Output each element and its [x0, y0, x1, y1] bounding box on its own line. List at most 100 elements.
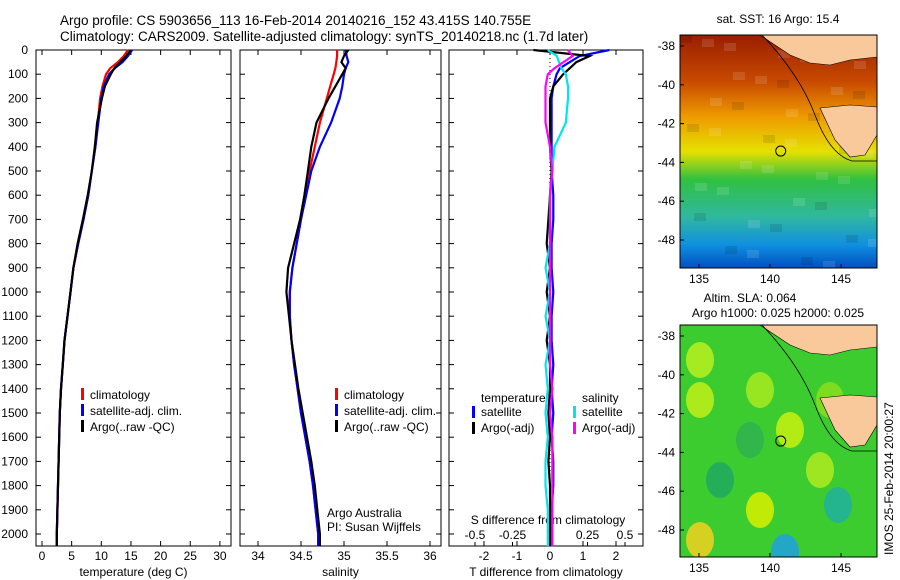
argo-float-marker — [775, 435, 787, 447]
sst-noise-cell — [763, 135, 775, 143]
y-tick-label: 1100 — [2, 309, 28, 323]
y-tick-label: 900 — [8, 261, 28, 275]
x-tick-label: 25 — [184, 549, 198, 563]
map-frame — [679, 34, 878, 269]
x-tick-label: 34.5 — [289, 549, 313, 563]
legend-swatch — [81, 420, 84, 432]
map-y-tick-label: -48 — [658, 233, 676, 247]
land-tasmania — [819, 394, 877, 448]
map-x-tick-label: 135 — [689, 561, 709, 575]
x-tick-label: 35.5 — [375, 549, 399, 563]
map-x-tick-label: 145 — [831, 561, 851, 575]
map-y-tick-label: -38 — [658, 39, 676, 53]
x2-tick-label: -0.5 — [465, 528, 486, 542]
sst-noise-cell — [801, 257, 813, 265]
map-y-tick-label: -42 — [658, 407, 676, 421]
x2-tick-label: -0.25 — [499, 528, 527, 542]
sst-noise-cell — [710, 98, 722, 106]
sst-noise-cell — [838, 176, 850, 184]
y-tick-label: 2000 — [1, 527, 28, 541]
y-tick-label: 1600 — [1, 430, 28, 444]
argo-float-marker — [775, 145, 787, 157]
sst-noise-cell — [876, 65, 877, 73]
sst-noise-cell — [680, 35, 692, 43]
y-tick-label: 1800 — [1, 479, 28, 493]
shelf-contour — [761, 325, 877, 452]
legend-label: satellite-adj. clim. — [90, 404, 182, 418]
map-x-tick-label: 145 — [831, 272, 851, 286]
legend-swatch — [472, 422, 475, 434]
legend-label: Argo(-adj) — [582, 421, 635, 435]
sst-noise-cell — [709, 128, 721, 136]
sst-noise-cell — [695, 183, 707, 191]
shelf-contour — [761, 35, 877, 162]
sla-anomaly-blob — [806, 452, 834, 488]
legend-swatch — [81, 404, 84, 416]
sla-anomaly-blob — [771, 534, 799, 557]
map-side-label: IMOS 25-Feb-2014 20:00:27 — [882, 402, 896, 555]
sst-noise-cell — [717, 187, 729, 195]
map-y-tick-label: -46 — [658, 484, 676, 498]
x-axis-label: temperature (deg C) — [79, 565, 187, 579]
y-tick-label: 1000 — [1, 285, 28, 299]
sla-anomaly-blob — [686, 522, 714, 557]
x-tick-label: 30 — [213, 549, 227, 563]
legend-label: Argo(..raw -QC) — [344, 420, 429, 434]
sla-anomaly-blob — [824, 487, 852, 523]
legend-label: climatology — [344, 388, 404, 402]
series-line-satellite-adj-clim- — [55, 49, 134, 547]
y-tick-label: 1900 — [1, 503, 28, 517]
x-tick-label: 2 — [613, 549, 620, 563]
sst-noise-cell — [702, 39, 714, 47]
sla-anomaly-blob — [776, 412, 804, 448]
legend-swatch — [573, 406, 576, 418]
map-sla_map — [680, 325, 877, 557]
legend-label: climatology — [90, 388, 150, 402]
x-axis-label: salinity — [322, 565, 359, 579]
sst-noise-cell — [785, 139, 797, 147]
y-tick-label: 0 — [21, 43, 28, 57]
axes-box-difference — [448, 49, 644, 547]
x-axis-label: T difference from climatology — [469, 565, 623, 579]
series-line-salinity-argo-adj- — [544, 49, 575, 547]
x2-tick-label: 0.25 — [576, 528, 600, 542]
sst-noise-cell — [687, 124, 699, 132]
sla-anomaly-blob — [746, 372, 774, 408]
sst-noise-cell — [724, 43, 736, 51]
axes-box-salinity — [239, 49, 442, 547]
sst-noise-cell — [831, 87, 843, 95]
x-tick-label: 10 — [95, 549, 109, 563]
y-tick-label: 1700 — [1, 454, 28, 468]
y-tick-label: 500 — [8, 164, 28, 178]
sla-anomaly-blob — [706, 462, 734, 498]
sst-noise-cell — [748, 220, 760, 228]
legend-swatch — [335, 420, 338, 432]
legend-label: Argo(-adj) — [481, 421, 534, 435]
sst-noise-cell — [808, 113, 820, 121]
sst-noise-cell — [732, 102, 744, 110]
y-tick-label: 800 — [8, 237, 28, 251]
legend-label: satellite-adj. clim. — [344, 404, 436, 418]
map-title: Altim. SLA: 0.064 — [704, 291, 797, 305]
y-tick-label: 400 — [8, 140, 28, 154]
sst-noise-cell — [777, 80, 789, 88]
map-y-tick-label: -42 — [658, 117, 676, 131]
map-frame — [679, 324, 878, 558]
sst-noise-cell — [733, 72, 745, 80]
legend-label: Argo(..raw -QC) — [90, 420, 175, 434]
land-tasmania — [819, 104, 877, 158]
sst-noise-cell — [854, 61, 866, 69]
sst-noise-cell — [823, 261, 835, 268]
map-y-tick-label: -46 — [658, 194, 676, 208]
y-tick-label: 600 — [8, 188, 28, 202]
legend-label: satellite — [481, 405, 522, 419]
x-tick-label: 36 — [423, 549, 437, 563]
legend-swatch — [472, 406, 475, 418]
map-x-tick-label: 140 — [760, 272, 780, 286]
map-y-tick-label: -40 — [658, 78, 676, 92]
x-tick-label: 15 — [124, 549, 138, 563]
sst-noise-cell — [747, 250, 759, 258]
legend-title-salinity: salinity — [582, 391, 619, 405]
